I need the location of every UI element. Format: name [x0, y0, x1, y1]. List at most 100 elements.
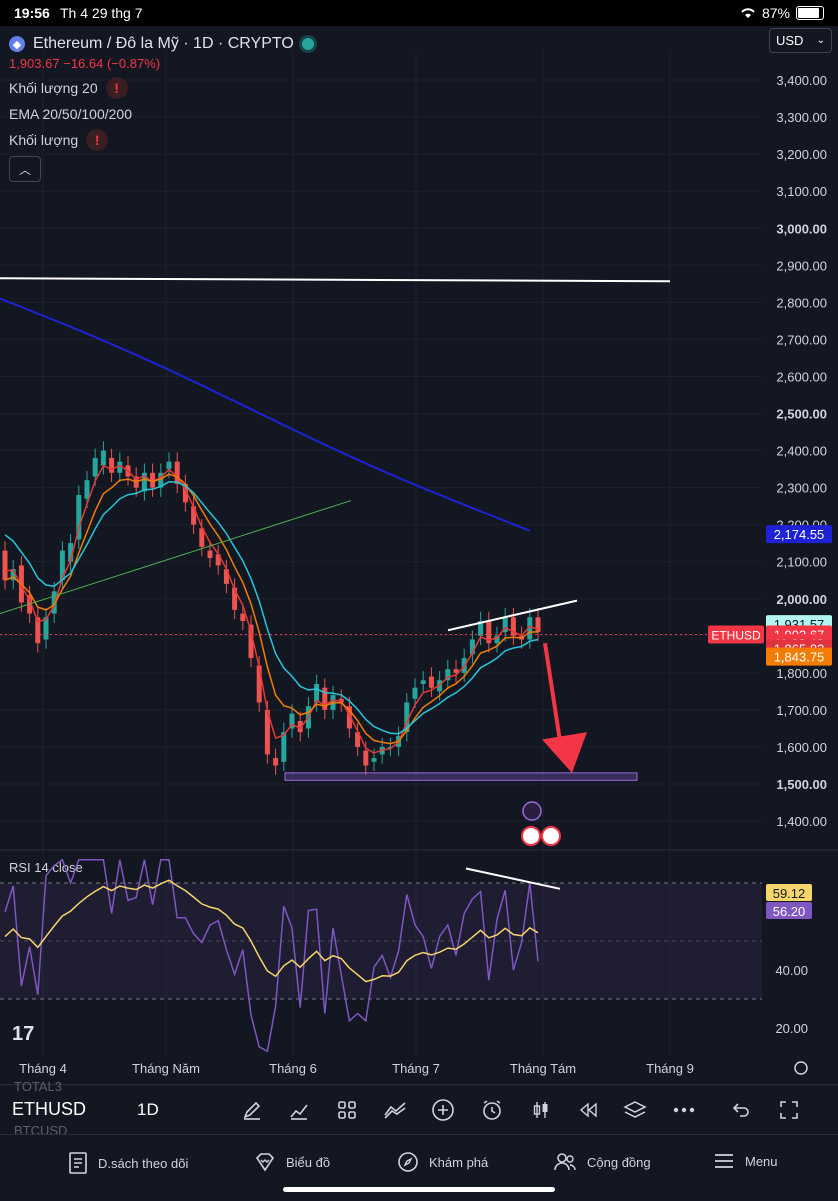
indicator-ema[interactable]: EMA 20/50/100/200: [9, 101, 314, 127]
symbol-tag-bg: [708, 625, 764, 644]
undo-icon[interactable]: [728, 1097, 754, 1123]
candle-type-icon[interactable]: [528, 1097, 554, 1123]
tab-label: Menu: [745, 1153, 778, 1169]
candle-body: [289, 713, 295, 729]
candle-body: [92, 457, 98, 477]
candle-body: [207, 550, 213, 558]
candle-body: [346, 706, 352, 729]
tab-watchlist[interactable]: D.sách theo dõi: [68, 1151, 188, 1175]
chart-canvas[interactable]: 3,400.00 3,300.00 3,200.00 3,100.00 3,000.00…: [0, 26, 838, 1084]
rsi-tag-label: 59.12: [773, 886, 806, 901]
price-tick-label: 1,600.00: [776, 740, 827, 755]
tab-explore[interactable]: Khám phá: [397, 1151, 488, 1173]
rsi-ma-line: [4, 879, 539, 983]
candle-body: [215, 554, 221, 566]
tab-label: Biểu đồ: [286, 1154, 331, 1170]
ema-50-line: [4, 473, 538, 745]
currency-label: USD: [776, 33, 804, 48]
price-tick-label: 1,400.00: [776, 814, 827, 829]
last-price: 1,903.67: [9, 56, 60, 71]
candle-body: [510, 617, 516, 636]
currency-select[interactable]: USD ⌄: [769, 28, 832, 53]
layers-icon[interactable]: [622, 1097, 648, 1123]
symbol-row[interactable]: ◆ Ethereum / Đô la Mỹ · 1D · CRYPTO: [9, 32, 314, 56]
time-tick-label: Tháng Tám: [510, 1061, 576, 1076]
community-icon: [554, 1153, 576, 1171]
event-lightning-icon[interactable]: [522, 801, 542, 821]
candle-body: [281, 732, 287, 762]
compass-icon: [398, 1152, 418, 1172]
trendline-green: [0, 500, 352, 615]
candle-body: [445, 669, 451, 681]
candle-body: [76, 495, 82, 540]
candle-body: [182, 483, 188, 503]
price-axis: 3,400.00 3,300.00 3,200.00 3,100.00 3,000.00…: [708, 73, 832, 829]
indicator-volume20[interactable]: Khối lượng 20 !: [9, 75, 314, 101]
battery-fill: [798, 8, 819, 18]
chart-legend: ◆ Ethereum / Đô la Mỹ · 1D · CRYPTO 1,90…: [9, 32, 314, 153]
warning-icon[interactable]: !: [86, 129, 109, 151]
time-axis: Tháng 4 Tháng Năm Tháng 6 Tháng 7 Tháng Tám T…: [19, 1061, 808, 1076]
candle-body: [35, 617, 41, 644]
indicators-icon[interactable]: [286, 1097, 312, 1123]
add-icon[interactable]: [430, 1097, 456, 1123]
ema-20-line: [4, 464, 539, 754]
candle-body: [494, 635, 500, 644]
price-tick-label: 2,300.00: [776, 481, 827, 496]
time-tick-label: Tháng Năm: [132, 1061, 200, 1076]
warning-icon[interactable]: !: [105, 77, 128, 99]
candle-body: [191, 506, 197, 525]
more-icon[interactable]: [671, 1097, 697, 1123]
bottom-toolbar: TOTAL3 ETHUSD BTCUSD 1D: [0, 1079, 838, 1138]
candle-body: [59, 550, 65, 581]
event-us-flag-icon[interactable]: [541, 826, 561, 846]
candle-body: [232, 587, 238, 610]
candle-body: [412, 687, 418, 699]
layouts-grid-icon[interactable]: [334, 1097, 360, 1123]
indicator-label: EMA 20/50/100/200: [9, 106, 132, 122]
fullscreen-icon[interactable]: [776, 1097, 802, 1123]
candle-body: [363, 750, 369, 766]
candle-body: [43, 617, 49, 640]
collapse-legend-button[interactable]: ︿: [9, 156, 41, 182]
price-tick-label: 1,500.00: [776, 777, 827, 792]
alarm-icon[interactable]: [479, 1097, 505, 1123]
candle-body: [109, 457, 115, 473]
time-tick-label: Tháng 9: [646, 1061, 694, 1076]
price-change: −16.64 (−0.87%): [63, 56, 161, 71]
draw-pencil-icon[interactable]: [239, 1097, 265, 1123]
price-tick-label: 3,400.00: [776, 73, 827, 88]
event-us-flag-icon[interactable]: [521, 826, 541, 846]
settings-gear-icon[interactable]: [794, 1061, 808, 1075]
tab-chart[interactable]: Biểu đồ: [254, 1151, 330, 1173]
compare-icon[interactable]: [382, 1097, 408, 1123]
candle-body: [527, 617, 533, 640]
candle-body: [240, 613, 246, 621]
status-date: Th 4 29 thg 7: [60, 5, 143, 21]
candle-body: [387, 746, 393, 748]
ema-100-line: [4, 481, 539, 735]
chart-title[interactable]: Ethereum / Đô la Mỹ · 1D · CRYPTO: [33, 35, 294, 52]
candle-body: [2, 550, 8, 581]
candle-body: [420, 680, 426, 684]
candle-body: [355, 732, 361, 747]
price-tick-label: 1,700.00: [776, 703, 827, 718]
price-tag-label: 2,174.55: [774, 527, 825, 542]
tab-menu[interactable]: Menu: [713, 1151, 778, 1171]
status-bar: 19:56 Th 4 29 thg 7 87%: [0, 0, 838, 26]
candle-body: [404, 702, 410, 733]
candle-body: [535, 617, 541, 633]
replay-icon[interactable]: [575, 1097, 601, 1123]
candle-body: [256, 665, 262, 703]
rsi-value-tag: 56.20: [766, 902, 812, 919]
watchlist-icon: [69, 1152, 87, 1174]
timeframe-button[interactable]: 1D: [137, 1100, 159, 1119]
candle-body: [264, 709, 270, 755]
wifi-icon: [741, 8, 755, 18]
candle-body: [117, 461, 123, 473]
resistance-line: [0, 277, 671, 283]
tab-community[interactable]: Cộng đồng: [553, 1151, 651, 1173]
indicator-volume[interactable]: Khối lượng !: [9, 127, 314, 153]
symbol-button[interactable]: ETHUSD: [12, 1099, 87, 1119]
rsi-tag-label: 56.20: [773, 904, 806, 919]
